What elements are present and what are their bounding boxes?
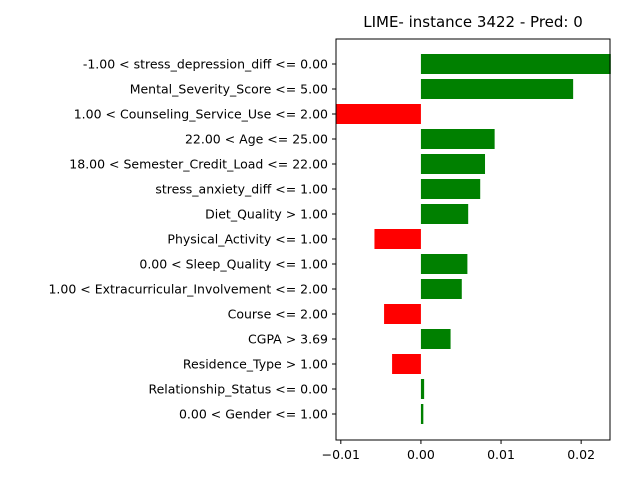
bar-1 bbox=[420, 79, 574, 99]
category-label-13: Relationship_Status <= 0.00 bbox=[148, 382, 328, 397]
x-tick-label-2: 0.01 bbox=[487, 447, 515, 462]
x-ticks-group: −0.01 0.00 0.01 0.02 bbox=[322, 440, 595, 462]
bar-9 bbox=[420, 279, 462, 299]
bar-2 bbox=[336, 104, 421, 124]
bar-5 bbox=[420, 179, 481, 199]
x-tick-label-3: 0.02 bbox=[567, 447, 595, 462]
bar-7 bbox=[374, 229, 421, 249]
category-label-8: 0.00 < Sleep_Quality <= 1.00 bbox=[139, 257, 328, 272]
category-label-9: 1.00 < Extracurricular_Involvement <= 2.… bbox=[48, 282, 328, 297]
chart-title: LIME- instance 3422 - Pred: 0 bbox=[363, 13, 583, 31]
category-label-11: CGPA > 3.69 bbox=[248, 332, 328, 347]
bar-8 bbox=[420, 254, 468, 274]
bar-14 bbox=[420, 404, 424, 424]
category-label-10: Course <= 2.00 bbox=[228, 307, 328, 322]
category-label-5: stress_anxiety_diff <= 1.00 bbox=[155, 182, 328, 197]
bar-3 bbox=[420, 129, 495, 149]
category-labels-group: -1.00 < stress_depression_diff <= 0.00 Me… bbox=[48, 57, 336, 422]
category-label-0: -1.00 < stress_depression_diff <= 0.00 bbox=[83, 57, 328, 72]
bar-12 bbox=[392, 354, 421, 374]
category-label-12: Residence_Type > 1.00 bbox=[183, 357, 328, 372]
category-label-4: 18.00 < Semester_Credit_Load <= 22.00 bbox=[69, 157, 328, 172]
category-label-1: Mental_Severity_Score <= 5.00 bbox=[130, 82, 328, 97]
bar-4 bbox=[420, 154, 486, 174]
bar-10 bbox=[384, 304, 421, 324]
category-label-14: 0.00 < Gender <= 1.00 bbox=[179, 407, 328, 422]
bar-6 bbox=[420, 204, 469, 224]
category-label-6: Diet_Quality > 1.00 bbox=[205, 207, 328, 222]
bar-0 bbox=[420, 54, 611, 74]
bar-13 bbox=[420, 379, 425, 399]
bar-11 bbox=[420, 329, 451, 349]
category-label-2: 1.00 < Counseling_Service_Use <= 2.00 bbox=[74, 107, 328, 122]
category-label-3: 22.00 < Age <= 25.00 bbox=[185, 132, 328, 147]
x-tick-label-0: −0.01 bbox=[322, 447, 360, 462]
category-label-7: Physical_Activity <= 1.00 bbox=[167, 232, 328, 247]
plot-frame bbox=[335, 38, 611, 441]
bars-group bbox=[336, 54, 611, 424]
x-tick-label-1: 0.00 bbox=[407, 447, 435, 462]
